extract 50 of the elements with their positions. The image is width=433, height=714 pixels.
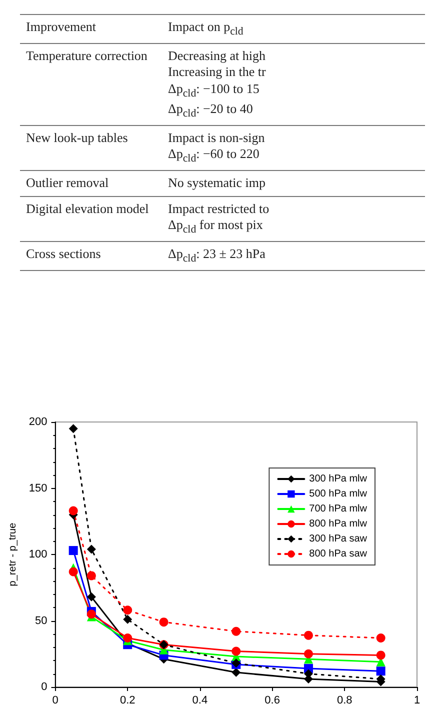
- point: [68, 567, 78, 576]
- text: Improvement: [25, 18, 98, 36]
- y-tick-label: 50: [35, 614, 48, 627]
- point: [68, 424, 78, 434]
- text: Impact restricted to Δp$_{cld}$ for most pix: [167, 200, 270, 238]
- y-tick-label: 100: [28, 548, 48, 560]
- point: [86, 544, 96, 554]
- point: [376, 666, 386, 676]
- x-tick-label: 0: [52, 694, 58, 706]
- text: Decreasing at high Increasing in the tr Δp$_{cld}$: −100 to 15 Δp$_{cld}$: −20 to 40: [167, 47, 267, 122]
- point: [86, 610, 96, 619]
- y-tick-label: 0: [41, 681, 48, 693]
- point: [304, 649, 313, 658]
- point: [232, 626, 241, 636]
- point: [159, 618, 168, 627]
- text: Outlier removal: [25, 174, 110, 192]
- y-tick-label: 200: [28, 416, 48, 428]
- x-tick-label: 1: [414, 694, 420, 706]
- point: [86, 592, 96, 602]
- text: Δp$_{cld}$: 23 ± 23 hPa: [167, 244, 266, 266]
- point: [123, 633, 132, 642]
- x-tick-label: 0.8: [337, 694, 352, 706]
- point: [123, 606, 132, 615]
- point: [86, 571, 96, 580]
- legend-label: 300 hPa saw: [309, 534, 368, 544]
- point: [123, 614, 132, 624]
- y-axis-title: p_retr - p_true: [8, 522, 18, 586]
- text: Impact is non-sign Δp$_{cld}$: −60 to 220: [167, 128, 266, 167]
- text: Digital elevation model: [25, 200, 150, 218]
- point: [232, 668, 241, 677]
- x-tick-label: 0.2: [120, 694, 136, 706]
- y-tick-label: 150: [28, 482, 48, 494]
- point: [232, 646, 241, 656]
- text: Impact on p$_{cld}$: [167, 18, 244, 40]
- point: [68, 546, 78, 556]
- point: [376, 650, 386, 660]
- legend-label: 300 hPa mlw: [309, 474, 368, 484]
- legend-label: 700 hPa mlw: [309, 504, 368, 514]
- x-tick-label: 0.6: [264, 694, 280, 706]
- point: [376, 633, 386, 642]
- point: [304, 630, 313, 640]
- point: [68, 506, 78, 516]
- legend-label: 800 hPa mlw: [309, 518, 368, 530]
- text: New look-up tables: [25, 128, 129, 147]
- x-tick-label: 0.4: [192, 694, 208, 706]
- text: Cross sections: [25, 244, 102, 263]
- text: Temperature correction: [25, 47, 148, 66]
- legend-label: 800 hPa saw: [309, 548, 368, 560]
- text: No systematic imp: [167, 174, 266, 192]
- legend-label: 500 hPa mlw: [309, 488, 368, 500]
